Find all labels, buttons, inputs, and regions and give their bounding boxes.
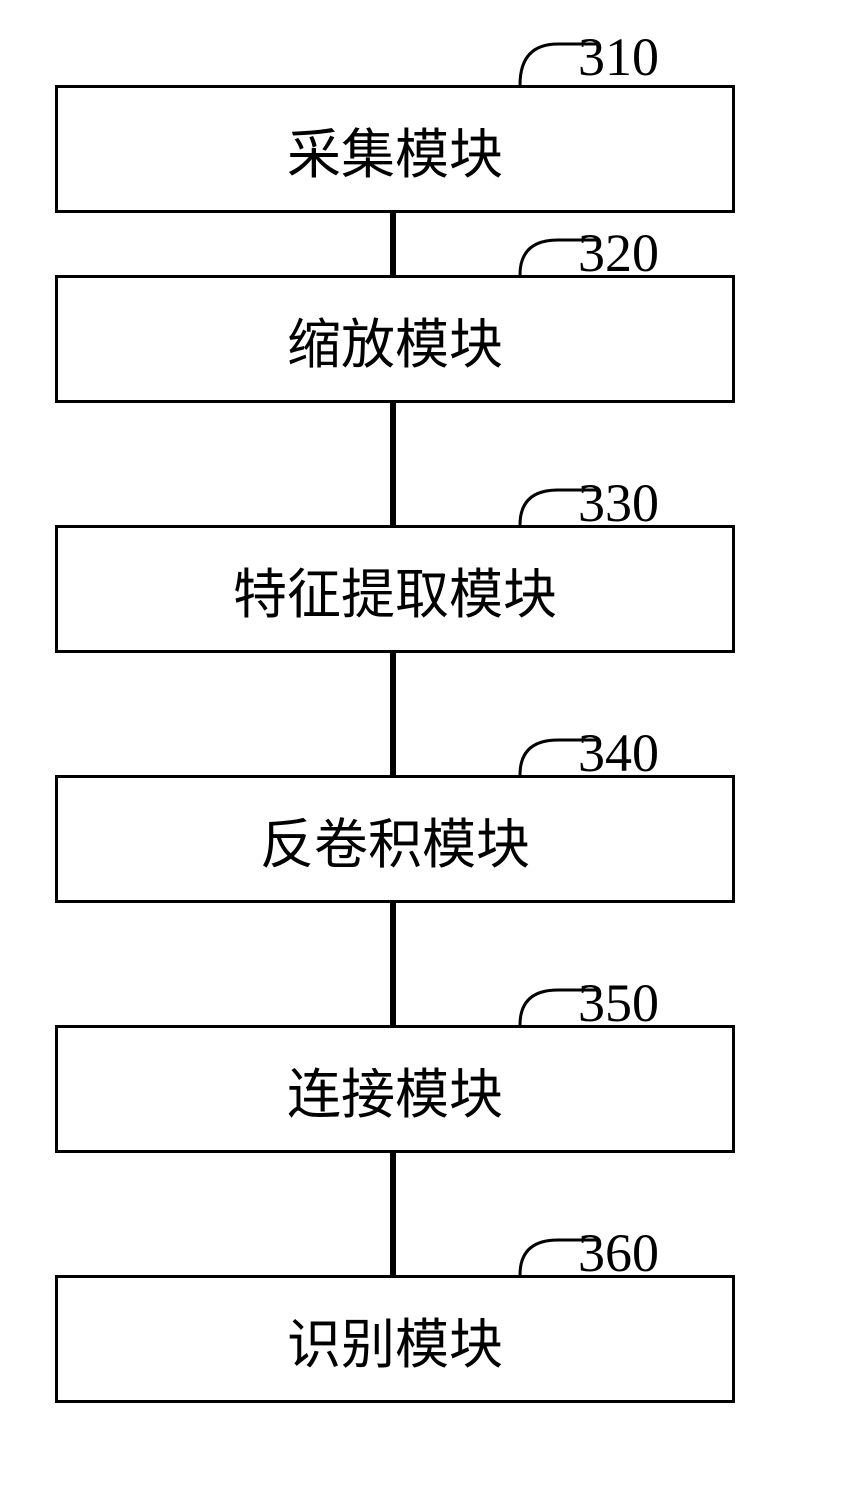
flowchart-canvas: 采集模块310缩放模块320特征提取模块330反卷积模块340连接模块350识别… (0, 0, 857, 1511)
leader-line-360 (0, 0, 857, 1511)
